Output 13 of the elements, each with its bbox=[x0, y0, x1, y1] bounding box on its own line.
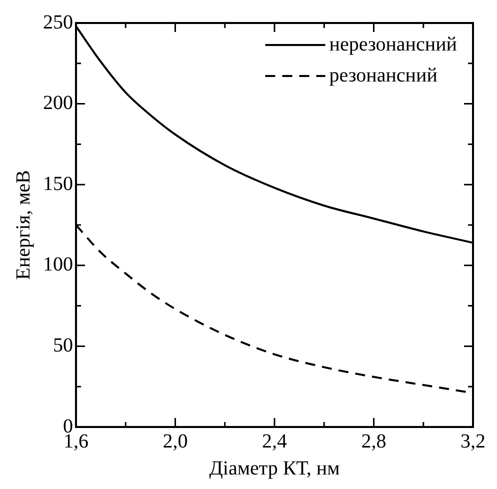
y-tick-label: 250 bbox=[43, 11, 73, 34]
y-tick-label: 200 bbox=[43, 92, 73, 114]
x-tick-label: 3,2 bbox=[460, 430, 486, 452]
y-tick-label: 100 bbox=[43, 254, 73, 276]
x-tick-label: 2,0 bbox=[162, 430, 188, 452]
x-tick-label: 2,8 bbox=[361, 430, 386, 452]
y-tick-label: 150 bbox=[43, 172, 73, 195]
x-axis-title: Діаметр КТ, нм bbox=[209, 457, 340, 480]
legend-label: нерезонансний bbox=[329, 33, 458, 56]
y-tick-label: 50 bbox=[53, 334, 73, 356]
legend-label: резонансний bbox=[329, 64, 438, 86]
y-axis-title: Енергія, меВ bbox=[12, 170, 34, 280]
x-tick-label: 2,4 bbox=[262, 430, 287, 452]
